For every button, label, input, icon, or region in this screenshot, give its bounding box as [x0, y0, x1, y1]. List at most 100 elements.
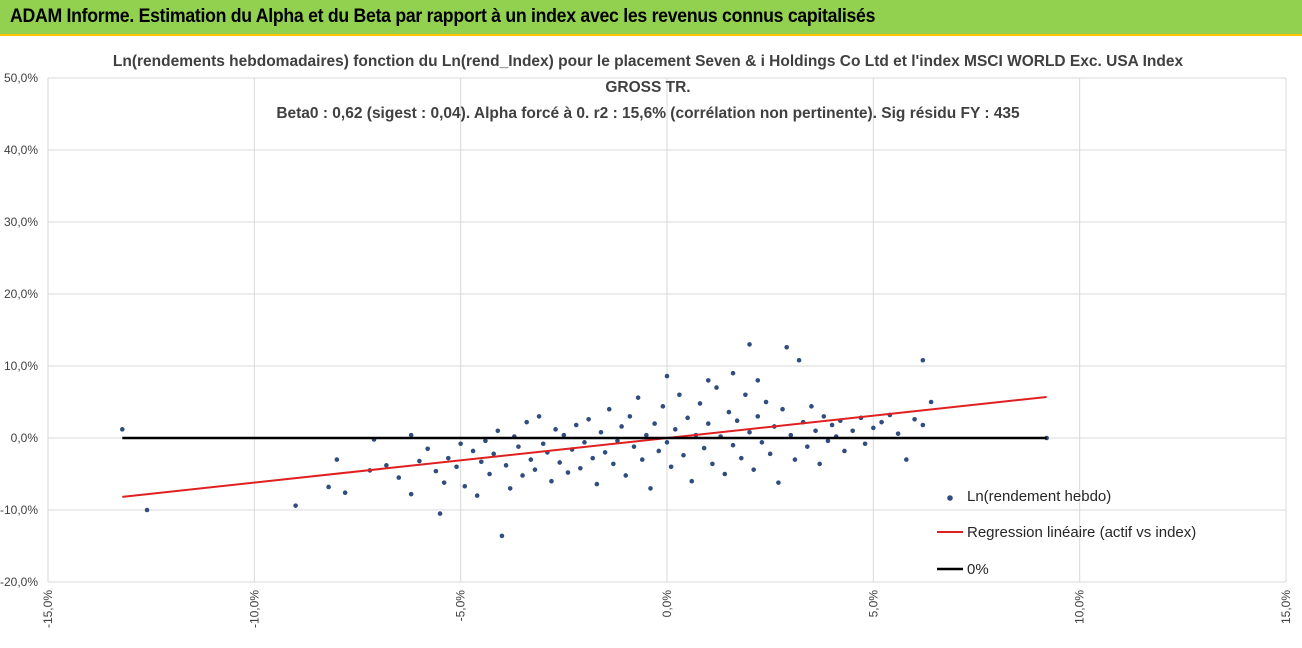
data-point: [639, 457, 645, 462]
data-point: [491, 451, 496, 457]
data-point: [342, 490, 348, 496]
data-point: [668, 464, 674, 470]
data-point: [755, 378, 761, 383]
y-tick-label: -10,0%: [0, 503, 38, 517]
data-point: [619, 424, 624, 429]
data-point: [664, 440, 670, 445]
x-tick-label: 10,0%: [1073, 590, 1087, 624]
regression-line: [122, 395, 1047, 498]
data-point: [384, 463, 389, 468]
legend-label: 0%: [967, 561, 989, 578]
x-tick-label: -10,0%: [247, 590, 261, 628]
data-point: [573, 422, 579, 428]
data-point: [553, 427, 558, 432]
y-tick-label: 30,0%: [4, 215, 38, 229]
data-point: [862, 441, 868, 447]
data-point: [458, 441, 463, 447]
data-point: [788, 432, 794, 438]
data-point: [656, 448, 662, 454]
data-point: [561, 432, 567, 438]
data-point: [483, 438, 488, 444]
data-point: [441, 480, 447, 485]
x-tick-label: -5,0%: [454, 590, 468, 622]
data-point: [928, 399, 934, 405]
chart-title-line: Ln(rendements hebdomadaires) fonction du…: [113, 53, 1184, 70]
data-point: [813, 428, 818, 434]
data-point: [495, 428, 501, 434]
data-point: [701, 445, 707, 451]
data-point: [499, 533, 505, 539]
data-point: [825, 438, 831, 444]
data-point: [685, 415, 690, 421]
data-point: [540, 441, 546, 447]
data-point: [895, 431, 901, 436]
data-point: [850, 428, 855, 434]
data-point: [408, 432, 414, 438]
y-tick-label: 0,0%: [11, 431, 39, 445]
data-point: [648, 486, 653, 491]
data-point: [751, 467, 756, 472]
data-point: [776, 480, 781, 485]
y-tick-label: 20,0%: [4, 287, 38, 301]
data-point: [445, 455, 451, 461]
data-point: [710, 461, 715, 467]
data-point: [722, 471, 728, 477]
x-tick-label: -15,0%: [41, 590, 55, 628]
data-point: [528, 457, 534, 462]
x-tick-label: 0,0%: [660, 590, 674, 618]
data-point: [912, 416, 917, 422]
chart-title: Ln(rendements hebdomadaires) fonction du…: [113, 53, 1184, 122]
data-point: [417, 458, 422, 464]
data-point: [549, 478, 554, 484]
data-point: [144, 507, 150, 513]
data-point: [631, 444, 637, 449]
data-point: [664, 373, 670, 379]
data-point: [792, 457, 798, 462]
y-tick-label: 50,0%: [4, 71, 38, 85]
data-point: [586, 416, 591, 422]
data-point: [644, 432, 649, 438]
data-point: [524, 419, 529, 425]
data-point: [755, 414, 761, 419]
data-point: [557, 460, 563, 465]
data-point: [454, 464, 459, 470]
data-point: [809, 404, 814, 409]
data-point: [829, 422, 835, 428]
data-point: [689, 478, 695, 484]
legend-label: Regression linéaire (actif vs index): [967, 524, 1196, 541]
x-axis-ticks: -15,0% -10,0% -5,0% 0,0% 5,0% 10,0% 15,0%: [41, 590, 1293, 628]
chart-title-line: Beta0 : 0,62 (sigest : 0,04). Alpha forc…: [276, 105, 1020, 122]
data-point: [904, 457, 909, 462]
data-point: [532, 467, 538, 472]
data-point: [635, 395, 641, 400]
data-point: [817, 461, 822, 467]
data-point: [734, 418, 740, 424]
report-banner: ADAM Informe. Estimation du Alpha et du …: [0, 0, 1302, 36]
data-point: [652, 421, 657, 426]
data-point: [879, 419, 884, 425]
data-point: [462, 483, 468, 489]
data-point: [507, 486, 513, 491]
y-tick-label: -20,0%: [0, 575, 38, 589]
data-point: [408, 491, 414, 497]
data-point: [738, 455, 744, 461]
data-point: [714, 385, 719, 390]
data-point: [479, 459, 484, 465]
data-point: [763, 399, 769, 405]
data-point: [623, 473, 629, 478]
data-point: [796, 357, 802, 363]
data-point: [433, 468, 439, 474]
data-point: [705, 421, 711, 426]
data-point: [677, 392, 682, 398]
data-point: [784, 344, 789, 350]
y-axis-ticks: -20,0% -10,0% 0,0% 10,0% 20,0% 30,0% 40,0% 50,0…: [0, 71, 38, 589]
data-point: [705, 378, 711, 383]
data-point: [660, 404, 666, 409]
data-point: [396, 475, 402, 480]
data-point: [520, 473, 525, 478]
x-tick-label: 15,0%: [1279, 590, 1293, 624]
data-point: [582, 440, 587, 445]
data-point: [437, 511, 443, 516]
data-point: [672, 427, 678, 432]
scatter-chart: -20,0% -10,0% 0,0% 10,0% 20,0% 30,0% 40,0% 50,0…: [0, 36, 1302, 648]
